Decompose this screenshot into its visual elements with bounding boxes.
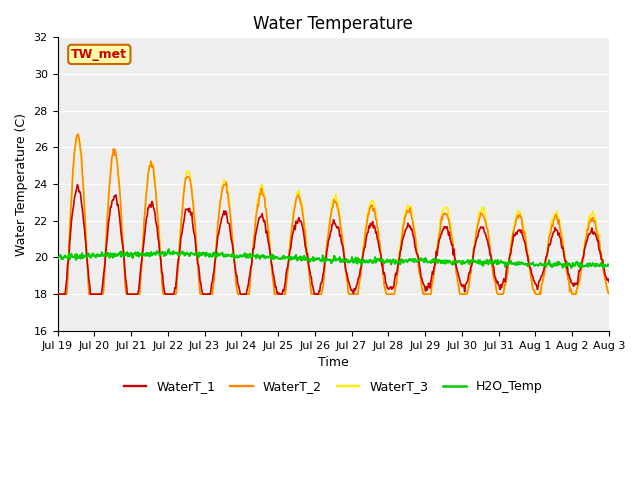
H2O_Temp [605, 262, 612, 268]
H2O_Temp [401, 258, 409, 264]
WaterT_3 [401, 211, 409, 217]
H2O_Temp [54, 256, 61, 262]
WaterT_1 [54, 291, 61, 297]
WaterT_1 [63, 263, 71, 269]
Line: WaterT_3: WaterT_3 [58, 137, 609, 294]
Line: WaterT_2: WaterT_2 [58, 134, 609, 294]
WaterT_1 [417, 274, 425, 280]
H2O_Temp [63, 254, 71, 260]
WaterT_3 [54, 291, 61, 297]
Line: H2O_Temp: H2O_Temp [58, 249, 609, 268]
WaterT_1 [177, 234, 185, 240]
WaterT_3 [206, 291, 214, 297]
H2O_Temp [206, 251, 214, 257]
X-axis label: Time: Time [318, 356, 349, 369]
Text: TW_met: TW_met [71, 48, 127, 61]
Title: Water Temperature: Water Temperature [253, 15, 413, 33]
WaterT_1 [206, 291, 214, 297]
Legend: WaterT_1, WaterT_2, WaterT_3, H2O_Temp: WaterT_1, WaterT_2, WaterT_3, H2O_Temp [119, 375, 548, 398]
WaterT_3 [121, 269, 129, 275]
WaterT_3 [177, 222, 185, 228]
WaterT_1 [605, 279, 612, 285]
WaterT_1 [121, 269, 129, 275]
WaterT_2 [605, 291, 612, 297]
H2O_Temp [417, 255, 425, 261]
WaterT_2 [63, 281, 71, 287]
WaterT_2 [54, 291, 61, 297]
WaterT_3 [605, 290, 612, 296]
WaterT_2 [417, 276, 425, 282]
WaterT_2 [177, 223, 185, 228]
WaterT_2 [206, 291, 214, 297]
WaterT_3 [74, 134, 81, 140]
H2O_Temp [600, 265, 607, 271]
Line: WaterT_1: WaterT_1 [58, 184, 609, 294]
WaterT_3 [417, 281, 425, 287]
Y-axis label: Water Temperature (C): Water Temperature (C) [15, 113, 28, 255]
H2O_Temp [120, 253, 128, 259]
H2O_Temp [177, 250, 185, 256]
WaterT_1 [74, 181, 81, 187]
H2O_Temp [165, 246, 173, 252]
WaterT_2 [121, 278, 129, 284]
WaterT_2 [74, 131, 82, 137]
WaterT_1 [401, 229, 409, 235]
WaterT_3 [63, 273, 71, 279]
WaterT_2 [401, 215, 409, 220]
